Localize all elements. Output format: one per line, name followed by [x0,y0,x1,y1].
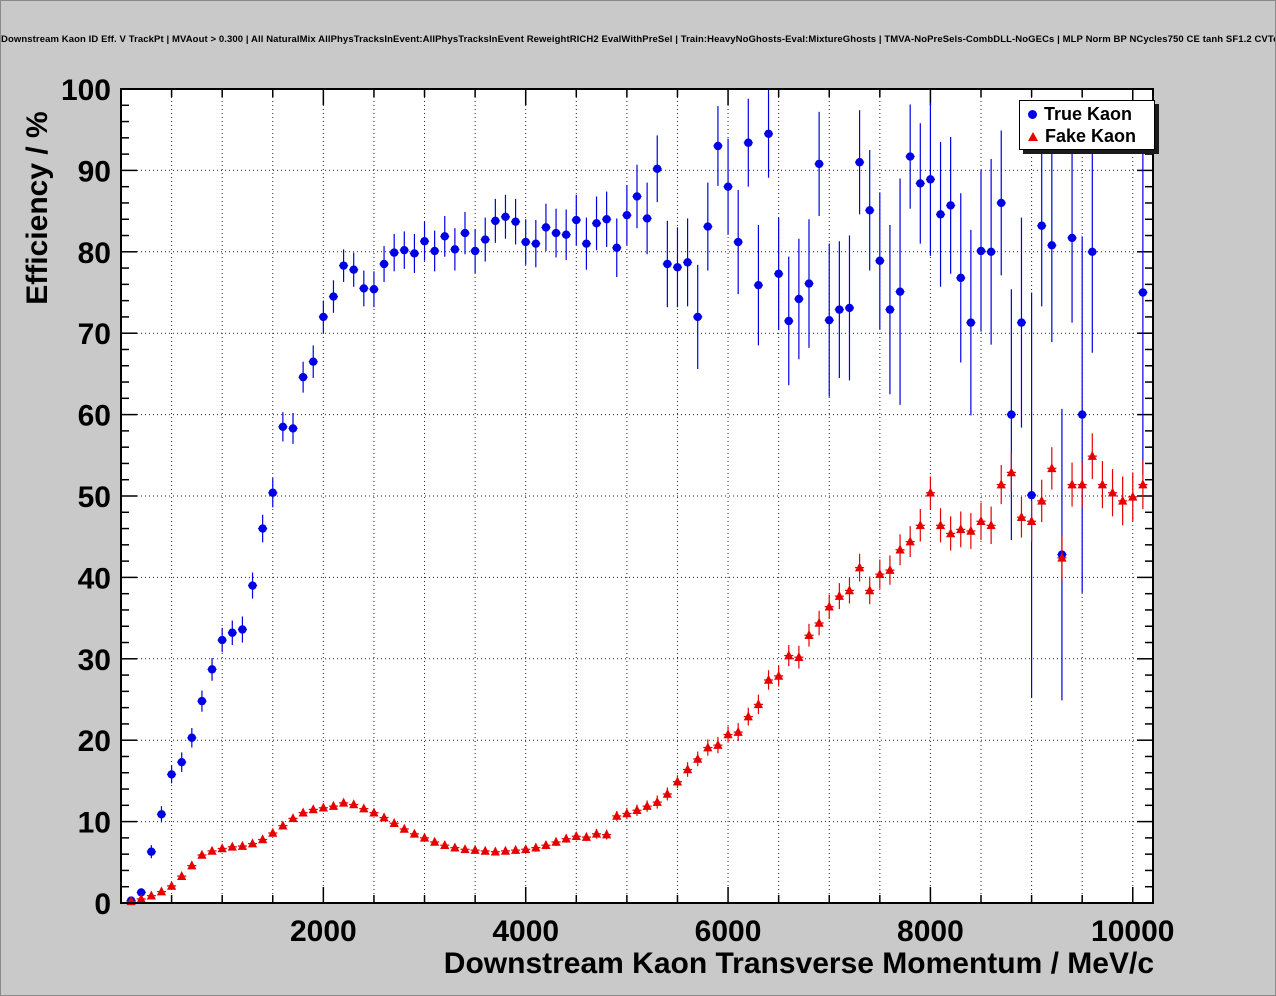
svg-text:10: 10 [78,807,111,840]
legend-label-true-kaon: True Kaon [1044,104,1133,124]
svg-text:100: 100 [61,74,111,107]
legend: True Kaon Fake Kaon [1019,100,1155,150]
svg-text:6000: 6000 [695,915,762,948]
svg-text:40: 40 [78,562,111,595]
legend-item-fake-kaon: Fake Kaon [1020,127,1154,145]
plot-frame [120,88,1154,904]
svg-text:10000: 10000 [1091,915,1174,948]
legend-label-fake-kaon: Fake Kaon [1045,126,1137,146]
svg-text:50: 50 [78,481,111,514]
svg-text:4000: 4000 [492,915,559,948]
svg-text:30: 30 [78,644,111,677]
y-axis-label: Efficiency / % [21,111,54,305]
svg-text:60: 60 [78,400,111,433]
x-axis-label: Downstream Kaon Transverse Momentum / Me… [443,947,1154,980]
tick-labels: 2000 4000 6000 8000 10000 0 10 20 30 40 50 60 70 80 90… [61,74,1175,948]
svg-text:70: 70 [78,318,111,351]
fake-kaon-marker-icon [1028,131,1038,141]
axis-ticks [121,89,1153,903]
svg-text:90: 90 [78,155,111,188]
series-fake-kaon [126,433,1148,906]
svg-text:20: 20 [78,725,111,758]
legend-item-true-kaon: True Kaon [1020,105,1154,123]
svg-text:8000: 8000 [897,915,964,948]
true-kaon-marker-icon [1028,109,1037,119]
svg-text:2000: 2000 [290,915,357,948]
svg-text:0: 0 [94,888,111,921]
svg-text:80: 80 [78,237,111,270]
chart-title: Downstream Kaon ID Eff. V TrackPt | MVAo… [1,34,1276,45]
